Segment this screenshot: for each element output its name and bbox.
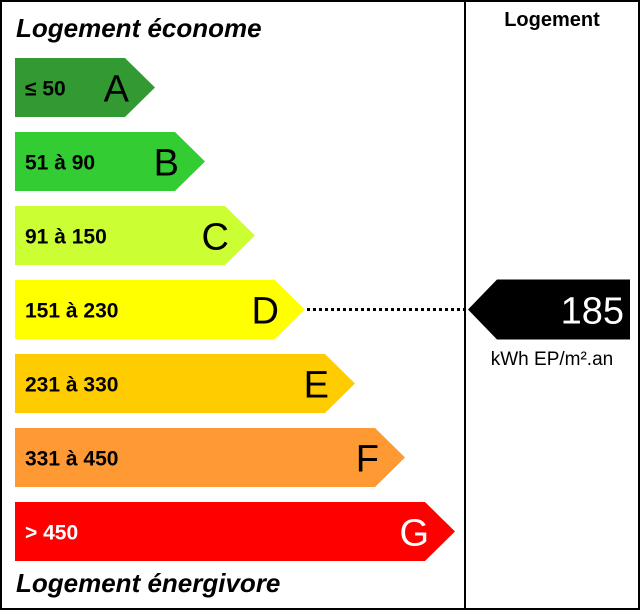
range-label-g: > 450 [25, 522, 78, 545]
range-label-c: 91 à 150 [25, 226, 107, 249]
range-label-d: 151 à 230 [25, 300, 118, 323]
range-label-e: 231 à 330 [25, 374, 118, 397]
value-label: 185 [561, 291, 624, 333]
rating-bar-c [15, 206, 255, 265]
class-letter-g: G [399, 513, 429, 555]
rating-bar-e [15, 354, 355, 413]
rating-bar-a [15, 58, 155, 117]
range-label-f: 331 à 450 [25, 448, 118, 471]
rating-bar-d [15, 280, 305, 339]
rating-bar-f [15, 428, 405, 487]
class-letter-e: E [304, 365, 329, 407]
efficient-label: Logement économe [16, 13, 262, 43]
value-unit: kWh EP/m².an [490, 349, 614, 370]
class-letter-c: C [202, 217, 229, 259]
class-letter-f: F [356, 439, 379, 481]
rating-bar-b [15, 132, 205, 191]
inefficient-label: Logement énergivore [16, 568, 281, 598]
range-label-a: ≤ 50 [25, 78, 66, 101]
class-letter-d: D [252, 291, 279, 333]
value-pointer [468, 279, 630, 340]
class-letter-b: B [154, 143, 179, 185]
range-label-b: 51 à 90 [25, 152, 95, 175]
column-divider [464, 0, 466, 610]
class-letter-a: A [104, 69, 130, 111]
column-title: Logement [504, 9, 600, 31]
rating-bar-g [15, 502, 455, 561]
